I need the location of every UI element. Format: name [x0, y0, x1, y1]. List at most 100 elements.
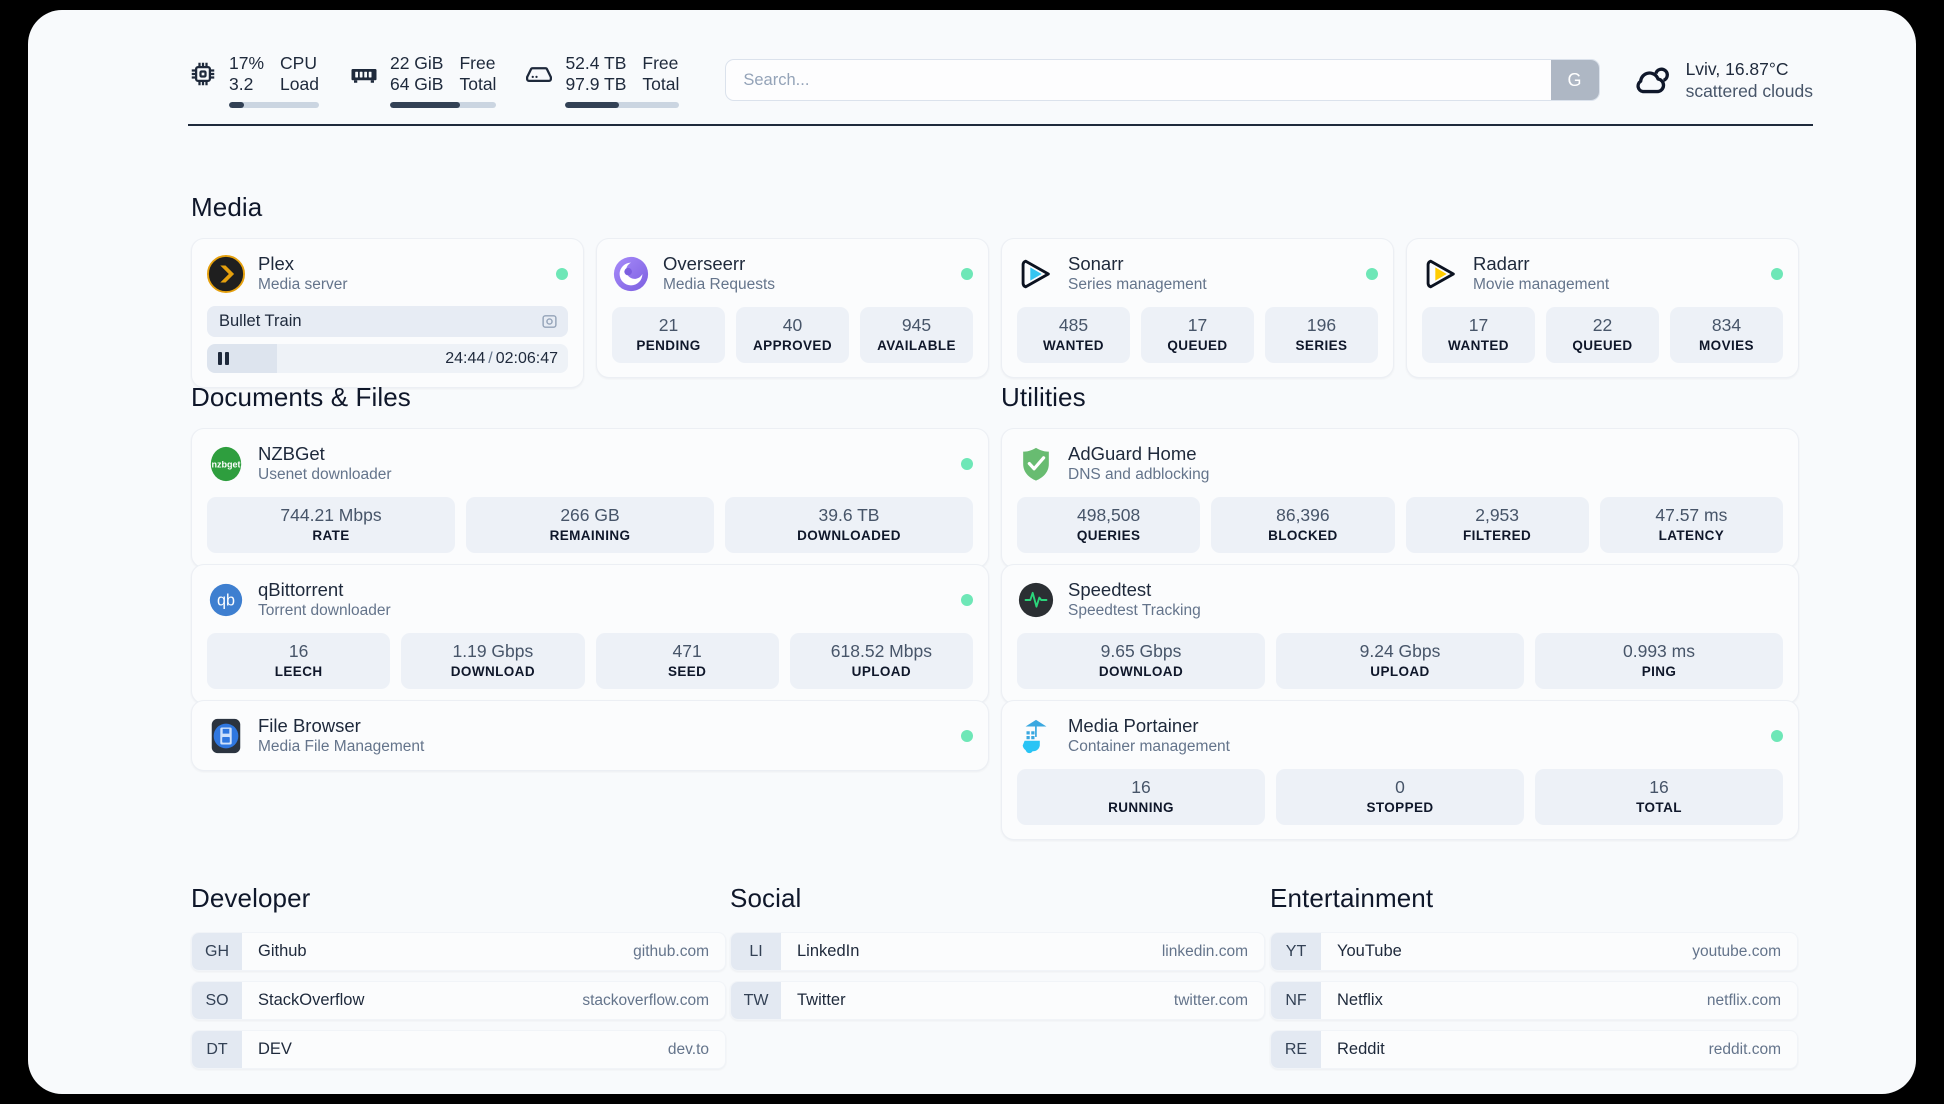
nzbget-status-dot: [961, 457, 973, 470]
qbittorrent-description: Torrent downloader: [258, 602, 391, 619]
plex-progress[interactable]: 24:44/02:06:47: [207, 344, 568, 373]
cpu-stat-group: 17% 3.2 CPU Load: [188, 53, 319, 108]
bookmark-badge: NF: [1271, 982, 1321, 1019]
stat-box: 86,396 BLOCKED: [1211, 497, 1395, 553]
search-input[interactable]: [725, 59, 1600, 101]
stat-caption: TOTAL: [1636, 800, 1682, 815]
overseerr-description: Media Requests: [663, 276, 776, 293]
bookmark-url: dev.to: [667, 1040, 709, 1058]
stat-box: 485 WANTED: [1017, 307, 1130, 363]
bookmark-name: LinkedIn: [797, 942, 860, 960]
stat-value: 16: [1131, 777, 1151, 797]
stat-value: 0.993 ms: [1623, 641, 1695, 661]
stat-box: 9.24 Gbps UPLOAD: [1276, 633, 1524, 689]
stat-caption: DOWNLOAD: [450, 664, 535, 679]
stat-value: 16: [1649, 777, 1669, 797]
weather-condition: scattered clouds: [1685, 81, 1813, 101]
bookmark-badge: GH: [192, 933, 242, 970]
disk-label-top: Free: [642, 52, 679, 73]
pause-icon[interactable]: [218, 352, 229, 365]
radarr-stats: 17 WANTED 22 QUEUED 834 MOVIES: [1422, 307, 1783, 363]
speedtest-description: Speedtest Tracking: [1068, 602, 1201, 619]
disk-usage-bar: [565, 101, 680, 108]
bookmark-stackoverflow[interactable]: SO StackOverflow stackoverflow.com: [191, 981, 726, 1020]
stat-caption: PING: [1641, 664, 1677, 679]
stat-caption: RATE: [312, 528, 350, 543]
bookmark-twitter[interactable]: TW Twitter twitter.com: [730, 981, 1265, 1020]
disk-label-bottom: Total: [642, 73, 680, 94]
card-media-portainer[interactable]: Media Portainer Container management 16 …: [1001, 700, 1799, 840]
stat-box: 744.21 Mbps RATE: [207, 497, 455, 553]
search-submit-button[interactable]: G: [1550, 60, 1599, 100]
media-section-title: Media: [191, 192, 263, 222]
plex-name: Plex: [258, 253, 294, 274]
bookmark-url: youtube.com: [1692, 942, 1781, 960]
plex-duration: 02:06:47: [495, 349, 558, 367]
bookmark-netflix[interactable]: NF Netflix netflix.com: [1270, 981, 1798, 1020]
overseerr-icon: [612, 255, 650, 293]
disk-icon: [524, 59, 554, 89]
card-radarr[interactable]: Radarr Movie management 17 WANTED 22 QUE…: [1406, 238, 1799, 378]
card-nzbget[interactable]: nzbget NZBGet Usenet downloader 744.21 M…: [191, 428, 989, 568]
stat-value: 22: [1592, 315, 1613, 335]
bookmark-youtube[interactable]: YT YouTube youtube.com: [1270, 932, 1798, 971]
cast-icon[interactable]: [541, 313, 558, 330]
bookmark-url: linkedin.com: [1161, 942, 1248, 960]
sonarr-description: Series management: [1068, 276, 1207, 293]
stat-caption: WANTED: [1043, 338, 1104, 353]
card-speedtest[interactable]: Speedtest Speedtest Tracking 9.65 Gbps D…: [1001, 564, 1799, 704]
bookmark-group-entertainment: Entertainment YT YouTube youtube.com NF …: [1270, 883, 1798, 1079]
card-overseerr[interactable]: Overseerr Media Requests 21 PENDING 40 A…: [596, 238, 989, 378]
sonarr-status-dot: [1366, 267, 1378, 280]
stat-value: 9.65 Gbps: [1100, 641, 1182, 661]
memory-total-value: 64 GiB: [389, 73, 444, 94]
card-qbittorrent[interactable]: qb qBittorrent Torrent downloader 16 LEE…: [191, 564, 989, 704]
card-file-browser[interactable]: File Browser Media File Management: [191, 700, 989, 771]
card-file-browser-header: File Browser Media File Management: [207, 714, 973, 757]
stat-box: 1.19 Gbps DOWNLOAD: [401, 633, 585, 689]
stat-caption: UPLOAD: [851, 664, 912, 679]
search-bar: G: [725, 59, 1600, 101]
speedtest-status-dot: [1771, 594, 1783, 606]
stat-value: 485: [1058, 315, 1089, 335]
bookmark-badge: YT: [1271, 933, 1321, 970]
bookmark-url: github.com: [633, 942, 709, 960]
bookmark-badge: RE: [1271, 1031, 1321, 1068]
stat-value: 0: [1395, 777, 1405, 797]
bookmark-linkedin[interactable]: LI LinkedIn linkedin.com: [730, 932, 1265, 971]
stat-box: 945 AVAILABLE: [860, 307, 973, 363]
stat-box: 618.52 Mbps UPLOAD: [789, 633, 973, 689]
bookmark-reddit[interactable]: RE Reddit reddit.com: [1270, 1030, 1798, 1069]
stat-value: 9.24 Gbps: [1359, 641, 1441, 661]
bookmark-url: stackoverflow.com: [582, 991, 709, 1009]
stat-value: 39.6 TB: [818, 505, 880, 525]
radarr-description: Movie management: [1473, 276, 1610, 293]
stat-box: 22 QUEUED: [1546, 307, 1659, 363]
memory-usage-bar: [389, 101, 497, 108]
qbittorrent-icon: qb: [207, 581, 245, 619]
stat-caption: STOPPED: [1366, 800, 1434, 815]
bookmark-badge: DT: [192, 1031, 242, 1068]
stat-box: 40 APPROVED: [736, 307, 849, 363]
card-sonarr[interactable]: Sonarr Series management 485 WANTED 17 Q…: [1001, 238, 1394, 378]
card-plex[interactable]: Plex Media server Bullet Train 24:44/02:…: [191, 238, 584, 388]
bookmark-name: Github: [258, 942, 307, 960]
card-qbittorrent-header: qb qBittorrent Torrent downloader: [207, 578, 973, 621]
bookmark-dev[interactable]: DT DEV dev.to: [191, 1030, 726, 1069]
entertainment-title: Entertainment: [1270, 883, 1434, 913]
card-portainer-header: Media Portainer Container management: [1017, 714, 1783, 757]
cpu-usage-value: 17%: [229, 52, 265, 73]
stat-value: 945: [901, 315, 932, 335]
weather-location-temp: Lviv, 16.87°C: [1685, 59, 1789, 79]
stat-box: 266 GB REMAINING: [466, 497, 714, 553]
memory-label-bottom: Total: [459, 73, 497, 94]
stat-caption: WANTED: [1448, 338, 1509, 353]
portainer-name: Media Portainer: [1068, 715, 1199, 736]
plex-status-dot: [556, 267, 568, 280]
stat-caption: LEECH: [274, 664, 323, 679]
card-adguard-home[interactable]: AdGuard Home DNS and adblocking 498,508 …: [1001, 428, 1799, 568]
stat-caption: BLOCKED: [1268, 528, 1338, 543]
bookmark-github[interactable]: GH Github github.com: [191, 932, 726, 971]
plex-time-separator: /: [488, 349, 493, 367]
stat-box: 39.6 TB DOWNLOADED: [725, 497, 973, 553]
